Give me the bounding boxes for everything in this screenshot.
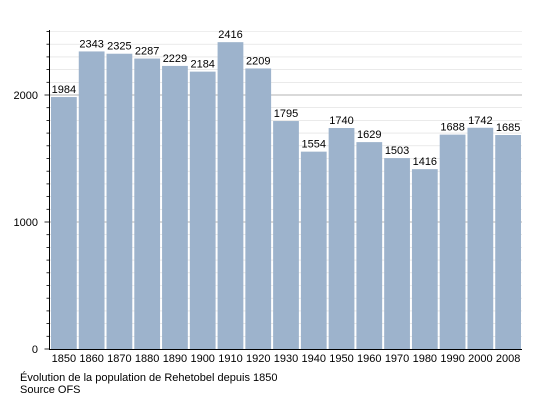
x-tick-1980: 1980 (413, 353, 437, 365)
chart-caption: Évolution de la population de Rehetobel … (20, 372, 278, 384)
bar-1870 (106, 53, 133, 349)
bar-1930 (273, 121, 299, 349)
bar-1950 (328, 128, 355, 349)
x-tick-1890: 1890 (163, 353, 187, 365)
data-label-1860: 2343 (79, 38, 103, 50)
data-label-1850: 1984 (52, 84, 76, 96)
x-tick-1960: 1960 (357, 353, 381, 365)
x-tick-1970: 1970 (385, 353, 409, 365)
bar-1860 (78, 51, 105, 350)
data-label-1920: 2209 (246, 55, 270, 67)
y-tick-1000: 1000 (14, 217, 38, 229)
bar-1970 (384, 158, 410, 349)
data-label-1890: 2229 (163, 53, 187, 65)
data-label-1880: 2287 (135, 46, 159, 58)
data-label-2008: 1685 (496, 122, 520, 134)
data-label-1870: 2325 (107, 41, 131, 53)
bar-1900 (189, 71, 216, 349)
x-tick-labels: 1850 1860 1870 1880 1890 1900 1910 1920 1930 1940… (52, 353, 521, 365)
x-tick-1930: 1930 (274, 353, 298, 365)
bar-2008 (495, 135, 521, 349)
data-label-1970: 1503 (385, 145, 409, 157)
bar-1980 (411, 169, 438, 349)
x-tick-1850: 1850 (52, 353, 76, 365)
bar-1850 (51, 97, 77, 349)
x-tick-1880: 1880 (135, 353, 159, 365)
data-label-1940: 1554 (302, 139, 326, 151)
x-tick-1900: 1900 (190, 353, 214, 365)
y-tick-labels: 0 1000 2000 (14, 90, 38, 356)
x-tick-1940: 1940 (302, 353, 326, 365)
x-tick-1860: 1860 (79, 353, 103, 365)
axes (44, 30, 522, 350)
bar-1990 (439, 134, 466, 349)
bar-1920 (245, 68, 272, 349)
data-label-1900: 2184 (190, 59, 214, 71)
bars (51, 42, 521, 350)
data-label-1990: 1688 (440, 122, 464, 134)
data-label-1930: 1795 (274, 108, 298, 120)
bar-1960 (356, 142, 383, 349)
data-label-2000: 1742 (468, 115, 492, 127)
data-label-1960: 1629 (357, 129, 381, 141)
y-tick-2000: 2000 (14, 90, 38, 102)
x-tick-1870: 1870 (107, 353, 131, 365)
data-labels: 1984 2343 2325 2287 2229 2184 2416 2209 1795 1554… (52, 29, 521, 168)
source-note: Source OFS (20, 384, 81, 396)
x-tick-2008: 2008 (496, 353, 520, 365)
x-tick-1990: 1990 (440, 353, 464, 365)
bar-1910 (217, 42, 244, 349)
bar-1940 (300, 151, 327, 349)
bar-1890 (162, 65, 188, 350)
data-label-1910: 2416 (218, 29, 242, 41)
x-tick-1920: 1920 (246, 353, 270, 365)
y-tick-0: 0 (32, 344, 38, 356)
bar-2000 (467, 127, 494, 350)
x-tick-1950: 1950 (329, 353, 353, 365)
x-tick-1910: 1910 (218, 353, 242, 365)
bar-1880 (134, 58, 161, 350)
data-label-1980: 1416 (413, 156, 437, 168)
x-tick-2000: 2000 (468, 353, 492, 365)
data-label-1950: 1740 (329, 115, 353, 127)
